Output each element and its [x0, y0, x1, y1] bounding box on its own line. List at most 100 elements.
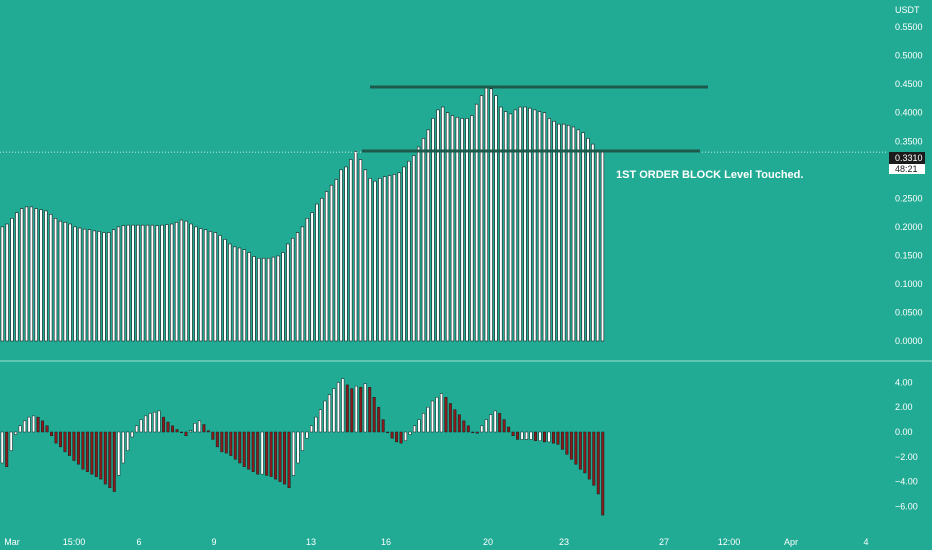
oscillator-bar [314, 416, 318, 433]
oscillator-bar [157, 410, 161, 433]
oscillator-axis: 4.00 2.00 0.00 −2.00 −4.00 −6.00 [895, 377, 918, 511]
oscillator-bar [565, 431, 569, 455]
oscillator-bar [359, 387, 363, 433]
price-bar [291, 237, 295, 342]
oscillator-bar [153, 411, 157, 433]
oscillator-tick-label: −4.00 [895, 477, 918, 487]
price-bar [271, 256, 276, 342]
oscillator-bar [0, 431, 4, 464]
price-bar [354, 151, 358, 342]
price-bar [387, 175, 392, 342]
price-bar [339, 169, 343, 342]
oscillator-bar [296, 431, 300, 464]
oscillator-bar [229, 431, 233, 456]
oscillator-bar [551, 431, 555, 444]
price-bar [29, 206, 34, 342]
time-tick-label: 4 [863, 537, 868, 547]
oscillator-bar [59, 431, 62, 448]
price-bar [383, 176, 387, 342]
oscillator-bar [108, 431, 112, 489]
price-bar [174, 222, 179, 342]
oscillator-bar [502, 419, 506, 433]
price-bar [479, 95, 484, 342]
oscillator-bar [525, 431, 529, 440]
oscillator-bar [274, 431, 278, 480]
price-bar [237, 247, 242, 342]
oscillator-bar [413, 425, 417, 433]
oscillator-bar [534, 431, 538, 441]
oscillator-bar [430, 400, 434, 433]
oscillator-bar [408, 431, 412, 435]
price-bar [218, 235, 222, 342]
oscillator-bar [475, 431, 479, 434]
oscillator-bar [318, 409, 322, 433]
price-bar [392, 174, 397, 342]
price-bar [262, 257, 266, 342]
oscillator-bar [363, 383, 367, 433]
price-tick-label: 0.3500 [895, 136, 923, 146]
price-bar [39, 209, 43, 342]
price-bar [199, 228, 203, 342]
price-bar [87, 229, 92, 342]
price-bar [475, 103, 479, 342]
price-bar [504, 111, 508, 342]
oscillator-bar [301, 431, 304, 451]
time-tick-label: 15:00 [63, 537, 86, 547]
oscillator-bar [309, 425, 313, 433]
oscillator-bar [50, 431, 54, 436]
oscillator-bar [171, 425, 175, 433]
oscillator-bar [560, 431, 564, 450]
price-bar [242, 249, 246, 342]
oscillator-bar [404, 431, 408, 441]
price-bar [68, 223, 72, 342]
oscillator-bar [126, 431, 130, 451]
oscillator-bar [90, 431, 94, 475]
oscillator-bar [327, 394, 331, 433]
oscillator-bar [511, 431, 515, 436]
price-bar [329, 184, 334, 342]
oscillator-bar [516, 431, 520, 440]
price-bar [305, 218, 309, 342]
price-bar [78, 227, 82, 342]
price-bar [58, 220, 63, 342]
oscillator-bar [399, 431, 403, 444]
price-bar [281, 252, 285, 342]
oscillator-bar [435, 397, 439, 433]
time-tick-label: 16 [381, 537, 391, 547]
price-tick-label: 0.2500 [895, 193, 923, 203]
oscillator-bar [269, 431, 273, 477]
price-bar [20, 208, 24, 342]
time-axis: Mar 15:00 6 9 13 16 20 23 27 12:00 Apr 4 [4, 537, 868, 547]
price-bar [460, 118, 464, 342]
oscillator-bar [372, 397, 376, 433]
price-bar [426, 129, 430, 342]
oscillator-bar [54, 431, 58, 444]
price-bar [131, 224, 135, 342]
price-bar [63, 222, 67, 342]
price-bar [441, 106, 445, 342]
oscillator-bar [193, 423, 197, 433]
oscillator-bar [166, 421, 170, 433]
price-tick-label: 0.4000 [895, 108, 923, 118]
oscillator-bar [453, 409, 457, 433]
price-bar [116, 226, 121, 342]
price-bar [431, 118, 435, 342]
price-bar [402, 166, 406, 342]
oscillator-bar [211, 431, 215, 440]
oscillator-bar [587, 431, 591, 480]
price-bars [0, 86, 605, 342]
oscillator-bar [381, 419, 385, 433]
oscillator-bar [287, 431, 291, 489]
price-bar [73, 226, 77, 342]
oscillator-bar [569, 431, 573, 460]
price-axis-unit: USDT [895, 5, 920, 15]
price-bar [228, 243, 232, 342]
oscillator-tick-label: 4.00 [895, 377, 913, 387]
time-tick-label: 9 [211, 537, 216, 547]
price-bar [121, 225, 125, 342]
price-bar [320, 198, 324, 342]
oscillator-bar [462, 420, 466, 433]
price-bar [112, 229, 116, 342]
price-bar [358, 159, 363, 342]
